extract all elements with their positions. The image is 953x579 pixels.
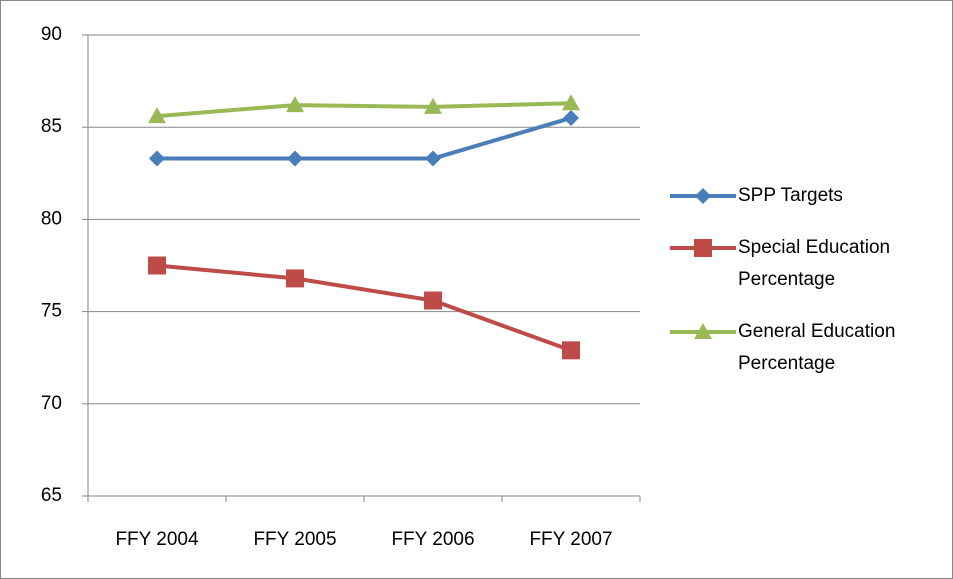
legend-item: General Education Percentage	[668, 316, 948, 380]
marker	[694, 323, 712, 339]
y-tick-label: 75	[41, 301, 62, 322]
legend-label: General Education Percentage	[738, 321, 896, 374]
marker	[695, 188, 711, 204]
marker	[287, 150, 303, 167]
marker	[562, 94, 580, 111]
x-tick-label: FFY 2007	[529, 529, 612, 550]
legend-icon	[670, 323, 736, 339]
x-tick-label: FFY 2004	[115, 529, 199, 550]
y-tick-label: 80	[41, 208, 62, 229]
x-tick-label: FFY 2006	[391, 529, 474, 550]
y-tick-label: 90	[41, 24, 62, 45]
marker	[563, 109, 579, 126]
x-tick-label: FFY 2005	[253, 529, 336, 550]
marker	[286, 269, 304, 288]
y-tick-label: 85	[41, 116, 62, 137]
marker	[425, 150, 441, 167]
marker	[694, 239, 712, 257]
legend-icon	[670, 188, 736, 204]
series-line	[156, 263, 572, 353]
legend: SPP Targets Special Education Percentage G…	[668, 180, 948, 400]
legend-item: SPP Targets	[668, 180, 948, 212]
marker	[149, 150, 165, 167]
marker	[562, 341, 580, 360]
series-line	[157, 116, 572, 161]
y-tick-label: 70	[41, 393, 62, 414]
legend-label: Special Education Percentage	[738, 237, 891, 290]
marker	[148, 256, 166, 275]
legend-label: SPP Targets	[738, 185, 843, 206]
series-line	[156, 101, 572, 119]
marker	[148, 107, 166, 124]
marker	[424, 97, 442, 114]
marker	[424, 291, 442, 310]
legend-item: Special Education Percentage	[668, 232, 948, 296]
legend-icon	[670, 239, 736, 257]
marker	[286, 96, 304, 113]
y-tick-label: 65	[41, 485, 62, 506]
